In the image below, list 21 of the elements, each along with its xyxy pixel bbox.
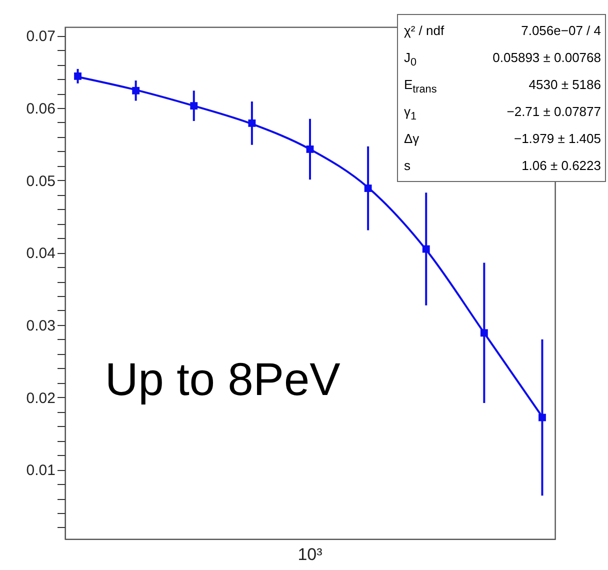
y-tick-label: 0.05 (26, 172, 56, 190)
y-tick-label: 0.01 (26, 462, 56, 480)
annotation: χ² / ndf (403, 22, 446, 40)
annotation: s (403, 157, 412, 175)
y-tick-label: 0.02 (26, 390, 56, 407)
annotation: 0.05893 ± 0.00768 (492, 49, 602, 67)
y-tick-label: 0.03 (26, 317, 56, 334)
y-tick-label: 0.07 (26, 28, 56, 46)
annotation: γ$_{1}$ (403, 103, 418, 125)
annotation: 7.056e−07 / 4 (520, 22, 602, 40)
text: 10³ (298, 545, 322, 565)
annotation: 1.06 ± 0.6223 (520, 157, 602, 175)
y-tick-label: 0.06 (26, 100, 56, 118)
annotation: E$_{trans}$ (403, 76, 438, 98)
annotation: J$_{0}$ (403, 49, 418, 71)
y-tick-label: 0.04 (26, 245, 56, 262)
annotation: 4530 ± 5186 (528, 76, 602, 94)
annotation: −2.71 ± 0.07877 (506, 103, 602, 121)
annotation: Δγ (403, 130, 420, 148)
annotation: Up to 8PeV (105, 352, 340, 406)
annotation: −1.979 ± 1.405 (512, 130, 602, 148)
